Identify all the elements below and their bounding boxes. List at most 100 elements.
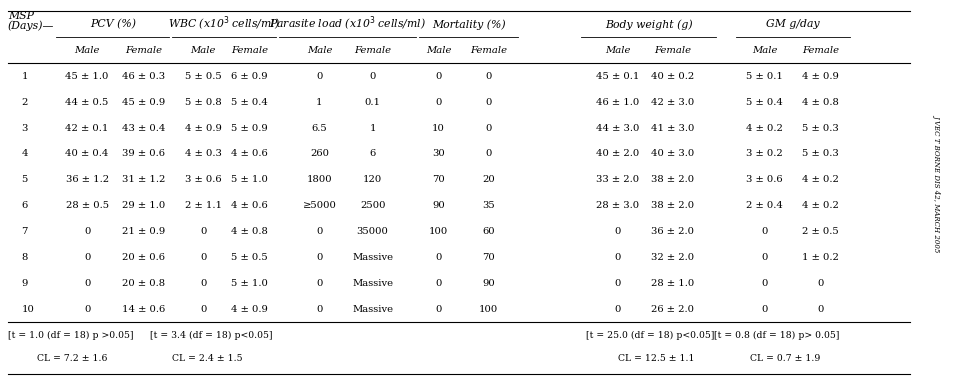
Text: 6: 6: [21, 201, 27, 210]
Text: 35: 35: [482, 201, 496, 210]
Text: 0: 0: [436, 305, 441, 314]
Text: 60: 60: [482, 227, 496, 236]
Text: 0: 0: [84, 253, 90, 262]
Text: 40 ± 3.0: 40 ± 3.0: [651, 149, 694, 158]
Text: 46 ± 0.3: 46 ± 0.3: [122, 72, 165, 81]
Text: 45 ± 0.9: 45 ± 0.9: [122, 98, 165, 107]
Text: 38 ± 2.0: 38 ± 2.0: [651, 175, 694, 184]
Text: 35000: 35000: [357, 227, 388, 236]
Text: 0: 0: [486, 72, 492, 81]
Text: Mortality (%): Mortality (%): [432, 19, 505, 30]
Text: 36 ± 2.0: 36 ± 2.0: [651, 227, 694, 236]
Text: 0: 0: [200, 253, 206, 262]
Text: 0: 0: [615, 305, 620, 314]
Text: Female: Female: [231, 46, 268, 55]
Text: 4 ± 0.9: 4 ± 0.9: [802, 72, 839, 81]
Text: 100: 100: [479, 305, 499, 314]
Text: 28 ± 0.5: 28 ± 0.5: [66, 201, 108, 210]
Text: Male: Male: [426, 46, 451, 55]
Text: 4 ± 0.2: 4 ± 0.2: [802, 201, 839, 210]
Text: 28 ± 1.0: 28 ± 1.0: [651, 279, 694, 288]
Text: [t = 3.4 (df = 18) p<0.05]: [t = 3.4 (df = 18) p<0.05]: [150, 331, 273, 340]
Text: 3: 3: [21, 123, 28, 133]
Text: 0: 0: [615, 227, 620, 236]
Text: 0: 0: [84, 227, 90, 236]
Text: WBC (x10$^3$ cells/ml): WBC (x10$^3$ cells/ml): [168, 15, 280, 34]
Text: 8: 8: [21, 253, 28, 262]
Text: 26 ± 2.0: 26 ± 2.0: [651, 305, 694, 314]
Text: 29 ± 1.0: 29 ± 1.0: [122, 201, 165, 210]
Text: 30: 30: [432, 149, 445, 158]
Text: 10: 10: [432, 123, 445, 133]
Text: 0: 0: [317, 279, 322, 288]
Text: 4 ± 0.2: 4 ± 0.2: [746, 123, 783, 133]
Text: 1800: 1800: [307, 175, 332, 184]
Text: 40 ± 0.2: 40 ± 0.2: [651, 72, 694, 81]
Text: 20 ± 0.8: 20 ± 0.8: [122, 279, 165, 288]
Text: 5: 5: [21, 175, 28, 184]
Text: 0: 0: [486, 149, 492, 158]
Text: 45 ± 0.1: 45 ± 0.1: [596, 72, 639, 81]
Text: Female: Female: [125, 46, 162, 55]
Text: 4 ± 0.8: 4 ± 0.8: [802, 98, 839, 107]
Text: 4 ± 0.2: 4 ± 0.2: [802, 175, 839, 184]
Text: 70: 70: [482, 253, 496, 262]
Text: CL = 0.7 ± 1.9: CL = 0.7 ± 1.9: [750, 354, 821, 363]
Text: 1: 1: [317, 98, 322, 107]
Text: 4 ± 0.9: 4 ± 0.9: [185, 123, 222, 133]
Text: 3 ± 0.6: 3 ± 0.6: [746, 175, 783, 184]
Text: Female: Female: [470, 46, 507, 55]
Text: 0: 0: [84, 305, 90, 314]
Text: 42 ± 0.1: 42 ± 0.1: [66, 123, 108, 133]
Text: 31 ± 1.2: 31 ± 1.2: [122, 175, 165, 184]
Text: Male: Male: [605, 46, 630, 55]
Text: 4 ± 0.3: 4 ± 0.3: [185, 149, 222, 158]
Text: 5 ± 0.1: 5 ± 0.1: [746, 72, 783, 81]
Text: 39 ± 0.6: 39 ± 0.6: [122, 149, 165, 158]
Text: 1: 1: [21, 72, 28, 81]
Text: 2: 2: [21, 98, 28, 107]
Text: 0: 0: [762, 227, 768, 236]
Text: GM g/day: GM g/day: [766, 19, 820, 29]
Text: CL = 2.4 ± 1.5: CL = 2.4 ± 1.5: [172, 354, 243, 363]
Text: 6: 6: [370, 149, 376, 158]
Text: MSP: MSP: [8, 11, 34, 21]
Text: 0: 0: [317, 72, 322, 81]
Text: 2500: 2500: [360, 201, 385, 210]
Text: Male: Male: [75, 46, 100, 55]
Text: 38 ± 2.0: 38 ± 2.0: [651, 201, 694, 210]
Text: CL = 12.5 ± 1.1: CL = 12.5 ± 1.1: [618, 354, 694, 363]
Text: Male: Male: [752, 46, 777, 55]
Text: 21 ± 0.9: 21 ± 0.9: [122, 227, 165, 236]
Text: 0: 0: [317, 305, 322, 314]
Text: 6 ± 0.9: 6 ± 0.9: [231, 72, 268, 81]
Text: 70: 70: [432, 175, 445, 184]
Text: 0: 0: [436, 98, 441, 107]
Text: Female: Female: [802, 46, 839, 55]
Text: Massive: Massive: [352, 279, 393, 288]
Text: Parasite load (x10$^3$ cells/ml): Parasite load (x10$^3$ cells/ml): [269, 15, 426, 34]
Text: 45 ± 1.0: 45 ± 1.0: [66, 72, 108, 81]
Text: (Days)—: (Days)—: [8, 21, 54, 31]
Text: 14 ± 0.6: 14 ± 0.6: [122, 305, 165, 314]
Text: 5 ± 0.3: 5 ± 0.3: [802, 123, 839, 133]
Text: [t = 0.8 (df = 18) p> 0.05]: [t = 0.8 (df = 18) p> 0.05]: [714, 331, 840, 340]
Text: 33 ± 2.0: 33 ± 2.0: [596, 175, 639, 184]
Text: 5 ± 0.5: 5 ± 0.5: [185, 72, 222, 81]
Text: J VEC T BORNE DIS 42, MARCH 2005: J VEC T BORNE DIS 42, MARCH 2005: [933, 114, 941, 251]
Text: 10: 10: [21, 305, 34, 314]
Text: 3 ± 0.2: 3 ± 0.2: [746, 149, 783, 158]
Text: 3 ± 0.6: 3 ± 0.6: [185, 175, 222, 184]
Text: 44 ± 3.0: 44 ± 3.0: [596, 123, 639, 133]
Text: 9: 9: [21, 279, 28, 288]
Text: 5 ± 0.4: 5 ± 0.4: [746, 98, 783, 107]
Text: 5 ± 0.9: 5 ± 0.9: [231, 123, 268, 133]
Text: 5 ± 0.5: 5 ± 0.5: [231, 253, 268, 262]
Text: 36 ± 1.2: 36 ± 1.2: [66, 175, 108, 184]
Text: CL = 7.2 ± 1.6: CL = 7.2 ± 1.6: [37, 354, 107, 363]
Text: Massive: Massive: [352, 305, 393, 314]
Text: 2 ± 1.1: 2 ± 1.1: [185, 201, 222, 210]
Text: 0: 0: [762, 305, 768, 314]
Text: Male: Male: [191, 46, 216, 55]
Text: 4 ± 0.9: 4 ± 0.9: [231, 305, 268, 314]
